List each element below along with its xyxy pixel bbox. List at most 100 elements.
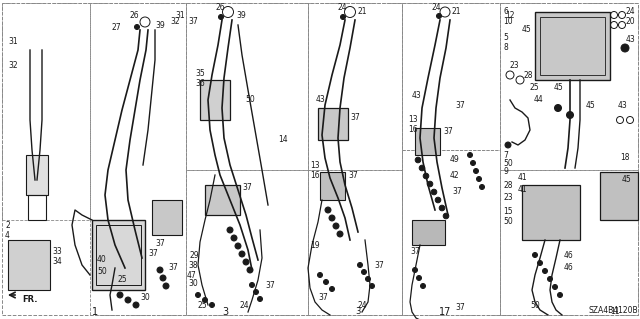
Circle shape bbox=[218, 14, 223, 19]
Circle shape bbox=[325, 207, 331, 213]
Circle shape bbox=[337, 231, 343, 237]
Bar bbox=[500, 3, 638, 170]
Text: 1: 1 bbox=[92, 307, 98, 317]
Circle shape bbox=[202, 298, 207, 302]
Circle shape bbox=[439, 205, 445, 211]
Text: 7: 7 bbox=[503, 151, 508, 160]
Text: 3: 3 bbox=[355, 308, 360, 316]
Bar bbox=[320, 172, 345, 200]
Circle shape bbox=[413, 268, 417, 272]
Text: 15: 15 bbox=[503, 207, 513, 217]
Circle shape bbox=[253, 290, 259, 294]
Circle shape bbox=[333, 223, 339, 229]
Bar bbox=[8, 240, 50, 290]
Text: 46: 46 bbox=[564, 250, 573, 259]
Circle shape bbox=[227, 227, 233, 233]
Circle shape bbox=[340, 14, 346, 19]
Text: 50: 50 bbox=[97, 268, 107, 277]
Text: 37: 37 bbox=[188, 18, 198, 26]
Text: 37: 37 bbox=[265, 280, 275, 290]
Text: 24: 24 bbox=[358, 300, 367, 309]
Text: 37: 37 bbox=[455, 100, 465, 109]
Text: 37: 37 bbox=[155, 239, 164, 248]
Circle shape bbox=[257, 296, 262, 301]
Circle shape bbox=[362, 270, 367, 275]
Circle shape bbox=[621, 44, 629, 52]
Text: 37: 37 bbox=[443, 128, 452, 137]
Text: 11: 11 bbox=[610, 308, 620, 316]
Circle shape bbox=[125, 297, 131, 303]
Circle shape bbox=[163, 283, 169, 289]
Bar bbox=[2, 3, 90, 220]
Text: 19: 19 bbox=[310, 241, 319, 249]
Circle shape bbox=[235, 243, 241, 249]
Bar bbox=[308, 3, 402, 170]
Text: 31: 31 bbox=[8, 38, 18, 47]
Text: 37: 37 bbox=[242, 183, 252, 192]
Circle shape bbox=[474, 168, 479, 174]
Text: 29: 29 bbox=[190, 250, 200, 259]
Text: 28: 28 bbox=[503, 181, 513, 189]
Text: 41: 41 bbox=[518, 186, 527, 195]
Bar bbox=[318, 108, 348, 140]
Text: 5: 5 bbox=[503, 33, 508, 42]
Text: 8: 8 bbox=[503, 43, 508, 53]
Text: 42: 42 bbox=[450, 170, 460, 180]
Circle shape bbox=[443, 213, 449, 219]
Text: 49: 49 bbox=[450, 155, 460, 165]
Text: 41: 41 bbox=[518, 174, 527, 182]
Circle shape bbox=[477, 176, 481, 182]
Text: 9: 9 bbox=[503, 167, 508, 176]
Text: 17: 17 bbox=[439, 307, 451, 317]
Circle shape bbox=[157, 267, 163, 273]
Text: 37: 37 bbox=[148, 249, 157, 257]
Circle shape bbox=[231, 235, 237, 241]
Text: 37: 37 bbox=[410, 248, 420, 256]
Bar bbox=[26, 155, 48, 195]
Circle shape bbox=[538, 261, 543, 265]
Bar bbox=[415, 128, 440, 155]
Text: 45: 45 bbox=[522, 26, 532, 34]
Text: 37: 37 bbox=[350, 114, 360, 122]
Circle shape bbox=[419, 165, 425, 171]
Text: 24: 24 bbox=[240, 300, 250, 309]
Bar bbox=[92, 220, 145, 290]
Text: 12: 12 bbox=[505, 11, 515, 19]
Text: 3: 3 bbox=[222, 307, 228, 317]
Text: 37: 37 bbox=[348, 170, 358, 180]
Bar bbox=[500, 170, 638, 315]
Text: 36: 36 bbox=[195, 78, 205, 87]
Text: 23: 23 bbox=[503, 194, 513, 203]
Text: 25: 25 bbox=[197, 300, 207, 309]
Bar bbox=[402, 3, 500, 150]
Circle shape bbox=[467, 152, 472, 158]
Text: 40: 40 bbox=[97, 256, 107, 264]
Text: 37: 37 bbox=[452, 188, 461, 197]
Bar bbox=[28, 195, 46, 220]
Text: 30: 30 bbox=[188, 278, 198, 287]
Text: 16: 16 bbox=[310, 170, 319, 180]
Text: 2: 2 bbox=[5, 220, 10, 229]
Text: 14: 14 bbox=[278, 136, 287, 145]
Text: 28: 28 bbox=[524, 70, 534, 79]
Circle shape bbox=[160, 275, 166, 281]
Text: 43: 43 bbox=[618, 100, 628, 109]
Text: 44: 44 bbox=[534, 95, 544, 105]
Text: 43: 43 bbox=[626, 35, 636, 44]
Circle shape bbox=[250, 283, 255, 287]
Circle shape bbox=[436, 13, 442, 19]
Text: 10: 10 bbox=[503, 18, 513, 26]
Text: 26: 26 bbox=[130, 11, 140, 19]
Circle shape bbox=[134, 25, 140, 29]
Circle shape bbox=[428, 181, 433, 187]
Circle shape bbox=[532, 253, 538, 257]
Bar bbox=[205, 185, 240, 215]
Text: 50: 50 bbox=[530, 300, 540, 309]
Circle shape bbox=[554, 105, 561, 112]
Bar bbox=[535, 12, 610, 80]
Circle shape bbox=[239, 251, 245, 257]
Text: 30: 30 bbox=[140, 293, 150, 301]
Circle shape bbox=[420, 284, 426, 288]
Circle shape bbox=[431, 189, 437, 195]
Bar bbox=[200, 80, 230, 120]
